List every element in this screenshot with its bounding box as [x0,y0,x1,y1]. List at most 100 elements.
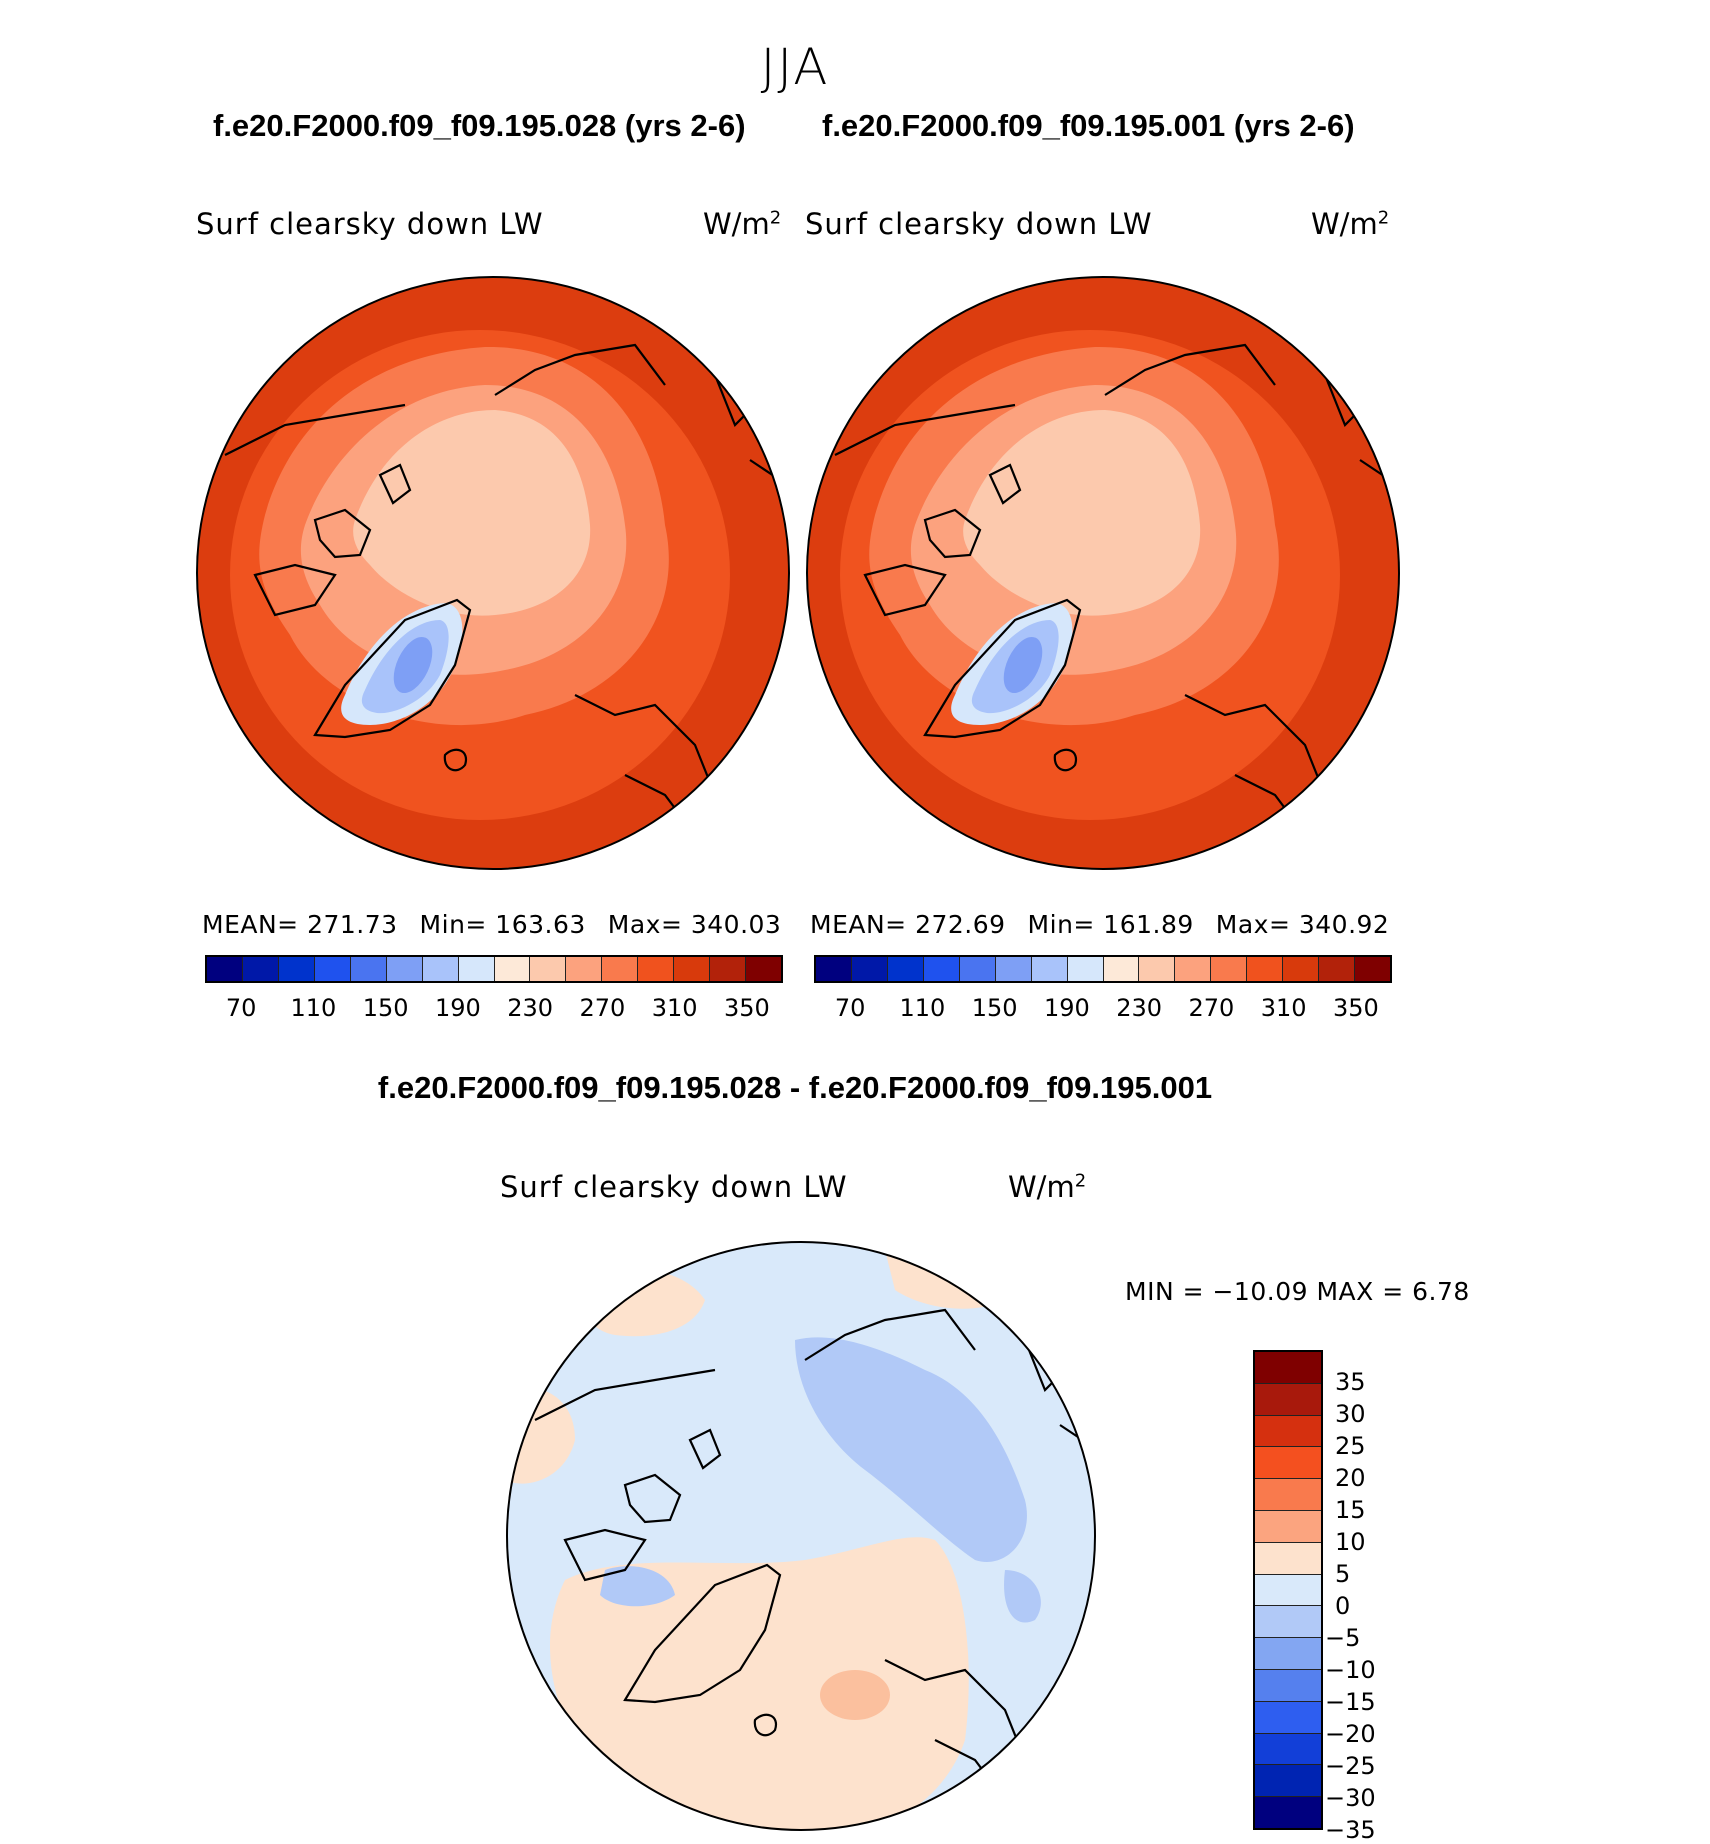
season-title: JJA [760,38,830,96]
colorbar-swatch [1247,957,1284,981]
colorbar-left [205,955,783,983]
colorbar-swatch [1255,1510,1321,1543]
colorbar-swatch [422,957,459,981]
colorbar-swatch [1255,1415,1321,1448]
colorbar-tick-label: −35 [1325,1816,1376,1844]
colorbar-swatch [710,957,747,981]
polar-map-difference [506,1241,1096,1831]
greenland-ice-3 [1003,636,1043,694]
case-title-left: f.e20.F2000.f09_f09.195.028 (yrs 2-6) [213,108,746,143]
colorbar-swatch [458,957,495,981]
colorbar-swatch [1255,1479,1321,1511]
colorbar-tick-label: −15 [1325,1688,1376,1716]
colorbar-tick-label: 70 [834,994,866,1022]
colorbar-swatch [1255,1447,1321,1480]
colorbar-swatch [1255,1383,1321,1416]
stats-left: MEAN= 271.73 Min= 163.63 Max= 340.03 [202,910,803,939]
colorbar-swatch [1255,1542,1321,1575]
stats-difference: MIN = −10.09 MAX = 6.78 [1125,1277,1470,1306]
colorbar-right [814,955,1392,983]
colorbar-swatch [242,957,279,981]
colorbar-tick-label: 15 [1335,1495,1366,1524]
colorbar-tick-label: 150 [362,994,409,1022]
colorbar-swatch [1255,1797,1321,1828]
colorbar-swatch [1255,1606,1321,1639]
colorbar-swatch [674,957,711,981]
colorbar-swatch [1139,957,1176,981]
colorbar-swatch [1255,1352,1321,1384]
units-label-right: W/m2 [1311,207,1390,241]
colorbar-tick-label: 230 [1116,994,1163,1022]
colorbar-tick-label: 190 [434,994,481,1022]
field-pole [963,410,1201,616]
colorbar-tick-label: −30 [1325,1784,1376,1812]
coastlines [224,343,781,866]
colorbar-tick-label: −5 [1325,1624,1361,1652]
colorbar-tick-label: −10 [1325,1655,1376,1684]
colorbar-tick-label: 230 [507,994,554,1022]
colorbar-swatch [494,957,531,981]
diff-field-peach-dark [820,1670,890,1720]
colorbar-swatch [566,957,603,981]
colorbar-swatch [887,957,924,981]
variable-label-diff: Surf clearsky down LW [500,1170,848,1204]
diff-field-peach [550,1537,969,1830]
coastlines [534,1308,1091,1830]
colorbar-swatch [1211,957,1248,981]
colorbar-labels-left: 70 110 150 190 230 270 310 350 [205,994,783,1024]
colorbar-swatch [1255,1765,1321,1798]
stat-min: Min= 161.89 [1027,910,1194,939]
colorbar-swatch [530,957,567,981]
case-title-right: f.e20.F2000.f09_f09.195.001 (yrs 2-6) [822,108,1355,143]
colorbar-tick-label: 270 [1188,994,1235,1022]
colorbar-swatch [207,957,243,981]
colorbar-swatch [386,957,423,981]
colorbar-swatch [923,957,960,981]
stat-max: Max= 340.03 [607,910,782,939]
colorbar-swatch [1031,957,1068,981]
polar-map-right [806,276,1400,870]
colorbar-swatch [851,957,888,981]
colorbar-swatch [1067,957,1104,981]
colorbar-swatch [1319,957,1356,981]
colorbar-tick-label: 30 [1335,1400,1366,1428]
colorbar-tick-label: −20 [1325,1720,1376,1748]
colorbar-tick-label: 35 [1335,1368,1366,1396]
variable-label-right: Surf clearsky down LW [805,207,1153,241]
colorbar-tick-label: 270 [579,994,626,1022]
diff-field-blue-2 [795,1337,1027,1562]
colorbar-tick-label: 110 [899,994,946,1022]
diff-field-blue-3 [1004,1570,1041,1623]
colorbar-swatch [314,957,351,981]
colorbar-swatch [959,957,996,981]
colorbar-tick-label: −25 [1325,1752,1376,1780]
colorbar-tick-label: 25 [1335,1432,1366,1460]
colorbar-tick-label: 350 [723,994,770,1022]
colorbar-swatch [816,957,852,981]
stat-max: Max= 340.92 [1215,910,1390,939]
colorbar-swatch [638,957,675,981]
colorbar-swatch [746,957,781,981]
stats-right: MEAN= 272.69 Min= 161.89 Max= 340.92 [810,910,1411,939]
colorbar-swatch [278,957,315,981]
colorbar-labels-right: 70 110 150 190 230 270 310 350 [814,994,1392,1024]
units-label-left: W/m2 [703,207,782,241]
colorbar-swatch [1355,957,1390,981]
colorbar-difference [1253,1350,1323,1830]
colorbar-tick-label: 350 [1332,994,1379,1022]
difference-title: f.e20.F2000.f09_f09.195.028 - f.e20.F200… [377,1070,1213,1105]
colorbar-tick-label: 10 [1335,1528,1366,1556]
colorbar-labels-difference: 35 30 25 20 15 10 5 0 −5 −10 −15 −20 −25 −30 −35 [1325,1350,1455,1844]
stat-min: Min= 163.63 [419,910,586,939]
colorbar-swatch [1103,957,1140,981]
stat-mean: MEAN= 272.69 [810,910,1006,939]
diff-field-blue-4 [600,1566,675,1607]
colorbar-swatch [1255,1701,1321,1734]
colorbar-swatch [1255,1733,1321,1766]
greenland-ice-3 [393,636,433,694]
colorbar-swatch [1255,1669,1321,1702]
variable-label-left: Surf clearsky down LW [196,207,544,241]
colorbar-tick-label: 70 [225,994,257,1022]
colorbar-swatch [1255,1638,1321,1670]
colorbar-swatch [995,957,1032,981]
